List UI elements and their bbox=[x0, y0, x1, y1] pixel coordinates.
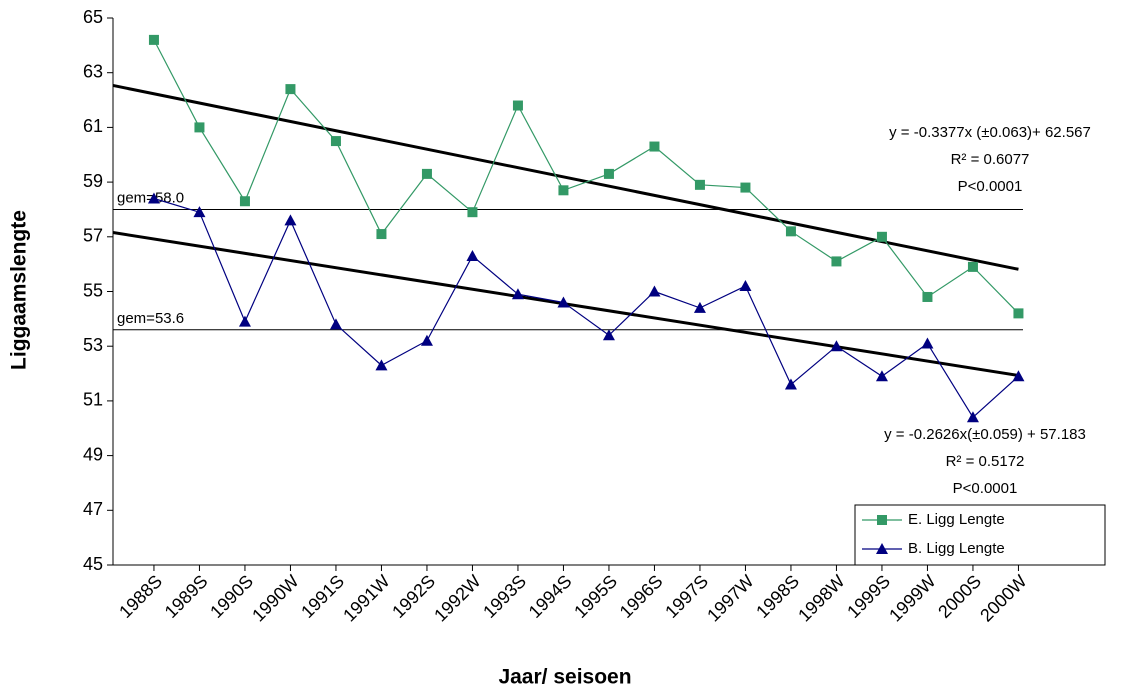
marker bbox=[739, 280, 752, 292]
trendline-label: P<0.0001 bbox=[953, 480, 1018, 497]
marker bbox=[284, 214, 297, 226]
trendline-label: y = -0.2626x(±0.059) + 57.183 bbox=[884, 426, 1086, 443]
marker bbox=[602, 329, 615, 341]
marker bbox=[239, 196, 250, 207]
trendline-label: R² = 0.6077 bbox=[951, 151, 1030, 168]
legend-label: E. Ligg Lengte bbox=[908, 511, 1005, 528]
marker bbox=[875, 370, 888, 382]
trendline-label: y = -0.3377x (±0.063)+ 62.567 bbox=[889, 124, 1091, 141]
y-tick-label: 63 bbox=[83, 61, 103, 81]
marker bbox=[285, 84, 296, 95]
marker bbox=[921, 337, 934, 349]
series-line bbox=[153, 39, 1019, 314]
marker bbox=[330, 136, 341, 147]
y-tick-label: 59 bbox=[83, 171, 103, 191]
y-axis-title: Liggaamslengte bbox=[8, 210, 31, 370]
marker bbox=[467, 207, 478, 218]
y-tick-label: 47 bbox=[83, 499, 103, 519]
marker bbox=[558, 185, 569, 196]
reference-label: gem=58.0 bbox=[117, 189, 184, 206]
marker bbox=[557, 296, 570, 308]
y-tick-label: 51 bbox=[83, 390, 103, 410]
marker bbox=[693, 301, 706, 313]
marker bbox=[194, 122, 205, 133]
trendline bbox=[112, 83, 1019, 271]
marker bbox=[511, 288, 524, 300]
marker bbox=[648, 285, 661, 297]
trendline-label: P<0.0001 bbox=[958, 178, 1023, 195]
marker bbox=[466, 249, 479, 261]
y-tick-label: 53 bbox=[83, 335, 103, 355]
series-line bbox=[153, 197, 1019, 419]
marker bbox=[694, 179, 705, 190]
marker bbox=[512, 100, 523, 111]
marker bbox=[922, 291, 933, 302]
legend-marker bbox=[876, 543, 888, 554]
legend-marker bbox=[877, 515, 887, 525]
legend: E. Ligg Lengte B. Ligg Lengte bbox=[854, 504, 1106, 566]
y-tick-label: 49 bbox=[83, 444, 103, 464]
y-tick-label: 55 bbox=[83, 280, 103, 300]
y-tick-label: 45 bbox=[83, 554, 103, 574]
marker bbox=[421, 168, 432, 179]
x-axis-title: Jaar/ seisoen bbox=[498, 666, 631, 689]
marker bbox=[740, 182, 751, 193]
legend-box bbox=[854, 504, 1106, 566]
marker bbox=[876, 231, 887, 242]
marker bbox=[831, 256, 842, 267]
y-tick-label: 65 bbox=[83, 7, 103, 27]
marker bbox=[329, 318, 342, 330]
marker bbox=[238, 315, 251, 327]
trendline-label: R² = 0.5172 bbox=[946, 453, 1025, 470]
y-tick-label: 61 bbox=[83, 116, 103, 136]
marker bbox=[784, 378, 797, 390]
marker bbox=[966, 411, 979, 423]
marker bbox=[967, 261, 978, 272]
marker bbox=[376, 229, 387, 240]
marker bbox=[147, 192, 160, 204]
marker bbox=[375, 359, 388, 371]
reference-label: gem=53.6 bbox=[117, 310, 184, 327]
marker bbox=[1013, 308, 1024, 319]
marker bbox=[649, 141, 660, 152]
marker bbox=[420, 334, 433, 346]
y-tick-label: 57 bbox=[83, 226, 103, 246]
marker bbox=[193, 206, 206, 218]
marker bbox=[785, 226, 796, 237]
marker bbox=[603, 168, 614, 179]
marker bbox=[830, 340, 843, 352]
marker bbox=[1012, 370, 1025, 382]
marker bbox=[148, 34, 159, 45]
legend-label: B. Ligg Lengte bbox=[908, 540, 1005, 557]
